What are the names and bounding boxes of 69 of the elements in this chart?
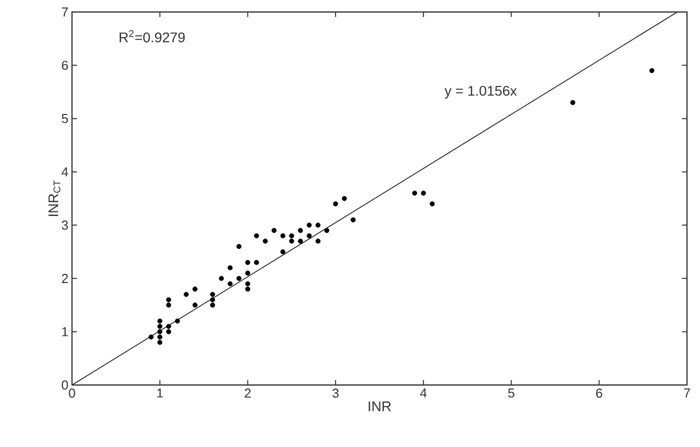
- x-tick-label: 7: [684, 388, 690, 398]
- point: [306, 222, 312, 228]
- point: [272, 228, 277, 233]
- point: [174, 318, 180, 324]
- point: [649, 68, 654, 74]
- point: [236, 276, 242, 281]
- x-tick-label: 5: [508, 388, 514, 398]
- point: [157, 318, 162, 324]
- point: [333, 201, 338, 206]
- annotation: R$^{2}$=0.9279: [120, 30, 185, 42]
- point: [280, 249, 286, 254]
- y-tick-label: 2: [62, 274, 68, 283]
- point: [316, 238, 320, 244]
- y-tick-label: 1: [62, 327, 68, 336]
- y-tick-label: 5: [62, 114, 68, 124]
- point: [342, 196, 347, 201]
- point: [324, 228, 330, 233]
- point: [316, 222, 320, 228]
- point: [157, 324, 162, 329]
- y-tick-label: 4: [62, 167, 68, 176]
- y-axis-title: INR$_{CT}$: [48, 180, 60, 216]
- point: [228, 265, 233, 270]
- point: [306, 233, 312, 238]
- point: [245, 281, 250, 286]
- point: [289, 238, 294, 244]
- point: [228, 281, 233, 286]
- y-tick-label: 6: [62, 60, 68, 70]
- x-tick-label: 2: [244, 388, 251, 398]
- x-tick-label: 1: [157, 388, 163, 398]
- point: [350, 217, 356, 222]
- x-tick-label: 6: [596, 388, 602, 398]
- point: [430, 201, 435, 206]
- point: [157, 329, 162, 334]
- point: [420, 190, 426, 196]
- point: [262, 238, 268, 244]
- point: [280, 233, 286, 238]
- point: [254, 260, 259, 265]
- point: [148, 334, 154, 340]
- point: [166, 329, 172, 334]
- x-tick-label: 3: [332, 388, 339, 398]
- point: [289, 233, 294, 238]
- point: [210, 297, 216, 302]
- y-tick-label: 7: [62, 8, 68, 16]
- x-tick-label: 4: [420, 388, 427, 398]
- point: [166, 324, 172, 329]
- annotation: y = 1.0156x: [444, 86, 517, 99]
- point: [210, 292, 216, 297]
- point: [245, 260, 250, 265]
- point: [412, 190, 418, 196]
- point: [254, 233, 259, 238]
- point: [570, 100, 576, 106]
- x-tick-label: 0: [68, 388, 76, 398]
- point: [166, 302, 172, 308]
- point: [298, 228, 303, 233]
- x-axis-title: INR: [368, 402, 391, 412]
- point: [298, 238, 303, 244]
- y-tick-label: 3: [62, 220, 68, 230]
- y-tick-label: 0: [62, 380, 68, 390]
- point: [218, 276, 224, 281]
- point: [210, 302, 216, 308]
- point: [157, 340, 162, 345]
- point: [166, 297, 172, 302]
- point: [192, 302, 198, 308]
- point: [184, 292, 189, 297]
- point: [236, 244, 242, 249]
- point: [157, 334, 162, 340]
- point: [245, 286, 250, 292]
- point: [245, 270, 250, 276]
- point: [192, 286, 198, 292]
